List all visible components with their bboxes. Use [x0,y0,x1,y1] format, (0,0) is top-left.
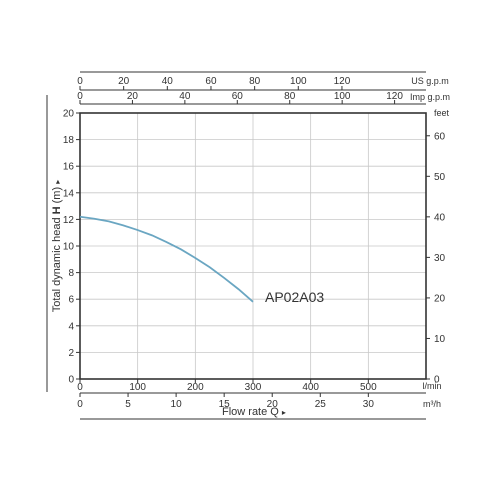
y-tick-label: 20 [63,109,75,120]
y-axis-title: Total dynamic head H (m) ▸ [51,180,63,312]
series-label: AP02A03 [265,289,324,305]
x2-tick-label: 25 [315,399,327,410]
svg-text:Flow rate Q ▸: Flow rate Q ▸ [222,406,286,418]
x2-tick-label: 30 [363,399,375,410]
imp-tick-label: 20 [127,91,139,102]
imp-unit-label: Imp g.p.m [410,92,450,102]
us-tick-label: 0 [77,76,83,87]
us-tick-label: 60 [205,76,217,87]
svg-text:Total dynamic head H (m) ▸: Total dynamic head H (m) ▸ [51,180,63,312]
x2-tick-label: 0 [77,399,83,410]
y2-tick-label: 30 [434,253,446,264]
y-tick-label: 12 [63,215,75,226]
grid [80,112,427,380]
y-tick-label: 0 [68,375,74,386]
y2-tick-label: 40 [434,212,446,223]
us-tick-label: 120 [334,76,351,87]
x-tick-label: 300 [245,382,262,393]
us-unit-label: US g.p.m [411,76,449,86]
x-axis-title: Flow rate Q ▸ [222,406,286,418]
imp-tick-label: 120 [386,91,403,102]
y2-tick-label: 50 [434,172,446,183]
us-tick-label: 100 [290,76,307,87]
x-tick-label: 100 [129,382,146,393]
y2-tick-label: 10 [434,334,446,345]
imp-tick-label: 100 [334,91,351,102]
x-tick-label: 400 [302,382,319,393]
us-tick-label: 80 [249,76,261,87]
x-tick-label: 500 [360,382,377,393]
y-tick-label: 14 [63,188,75,199]
imp-tick-label: 40 [179,91,191,102]
x-tick-label: 200 [187,382,204,393]
us-tick-label: 20 [118,76,130,87]
y-tick-label: 8 [68,268,74,279]
x2-tick-label: 20 [267,399,279,410]
y-tick-label: 18 [63,135,75,146]
x-unit-lmin: l/min [422,381,441,391]
y2-tick-label: 60 [434,131,446,142]
us-tick-label: 40 [162,76,174,87]
series-line-ap02a03 [79,215,254,303]
y-tick-label: 4 [68,321,74,332]
y2-unit-label: feet [434,108,450,118]
imp-tick-label: 60 [232,91,244,102]
y2-tick-label: 0 [434,375,440,386]
x2-tick-label: 15 [219,399,231,410]
imp-tick-label: 80 [284,91,296,102]
y-tick-label: 16 [63,162,75,173]
x-tick-label: 0 [77,382,83,393]
imp-tick-label: 0 [77,91,83,102]
x2-tick-label: 5 [125,399,131,410]
y-tick-label: 2 [68,348,74,359]
y-tick-label: 10 [63,242,75,253]
y-tick-label: 6 [68,295,74,306]
x2-unit-m3h: m³/h [423,399,441,409]
y2-tick-label: 20 [434,293,446,304]
x2-tick-label: 10 [171,399,183,410]
